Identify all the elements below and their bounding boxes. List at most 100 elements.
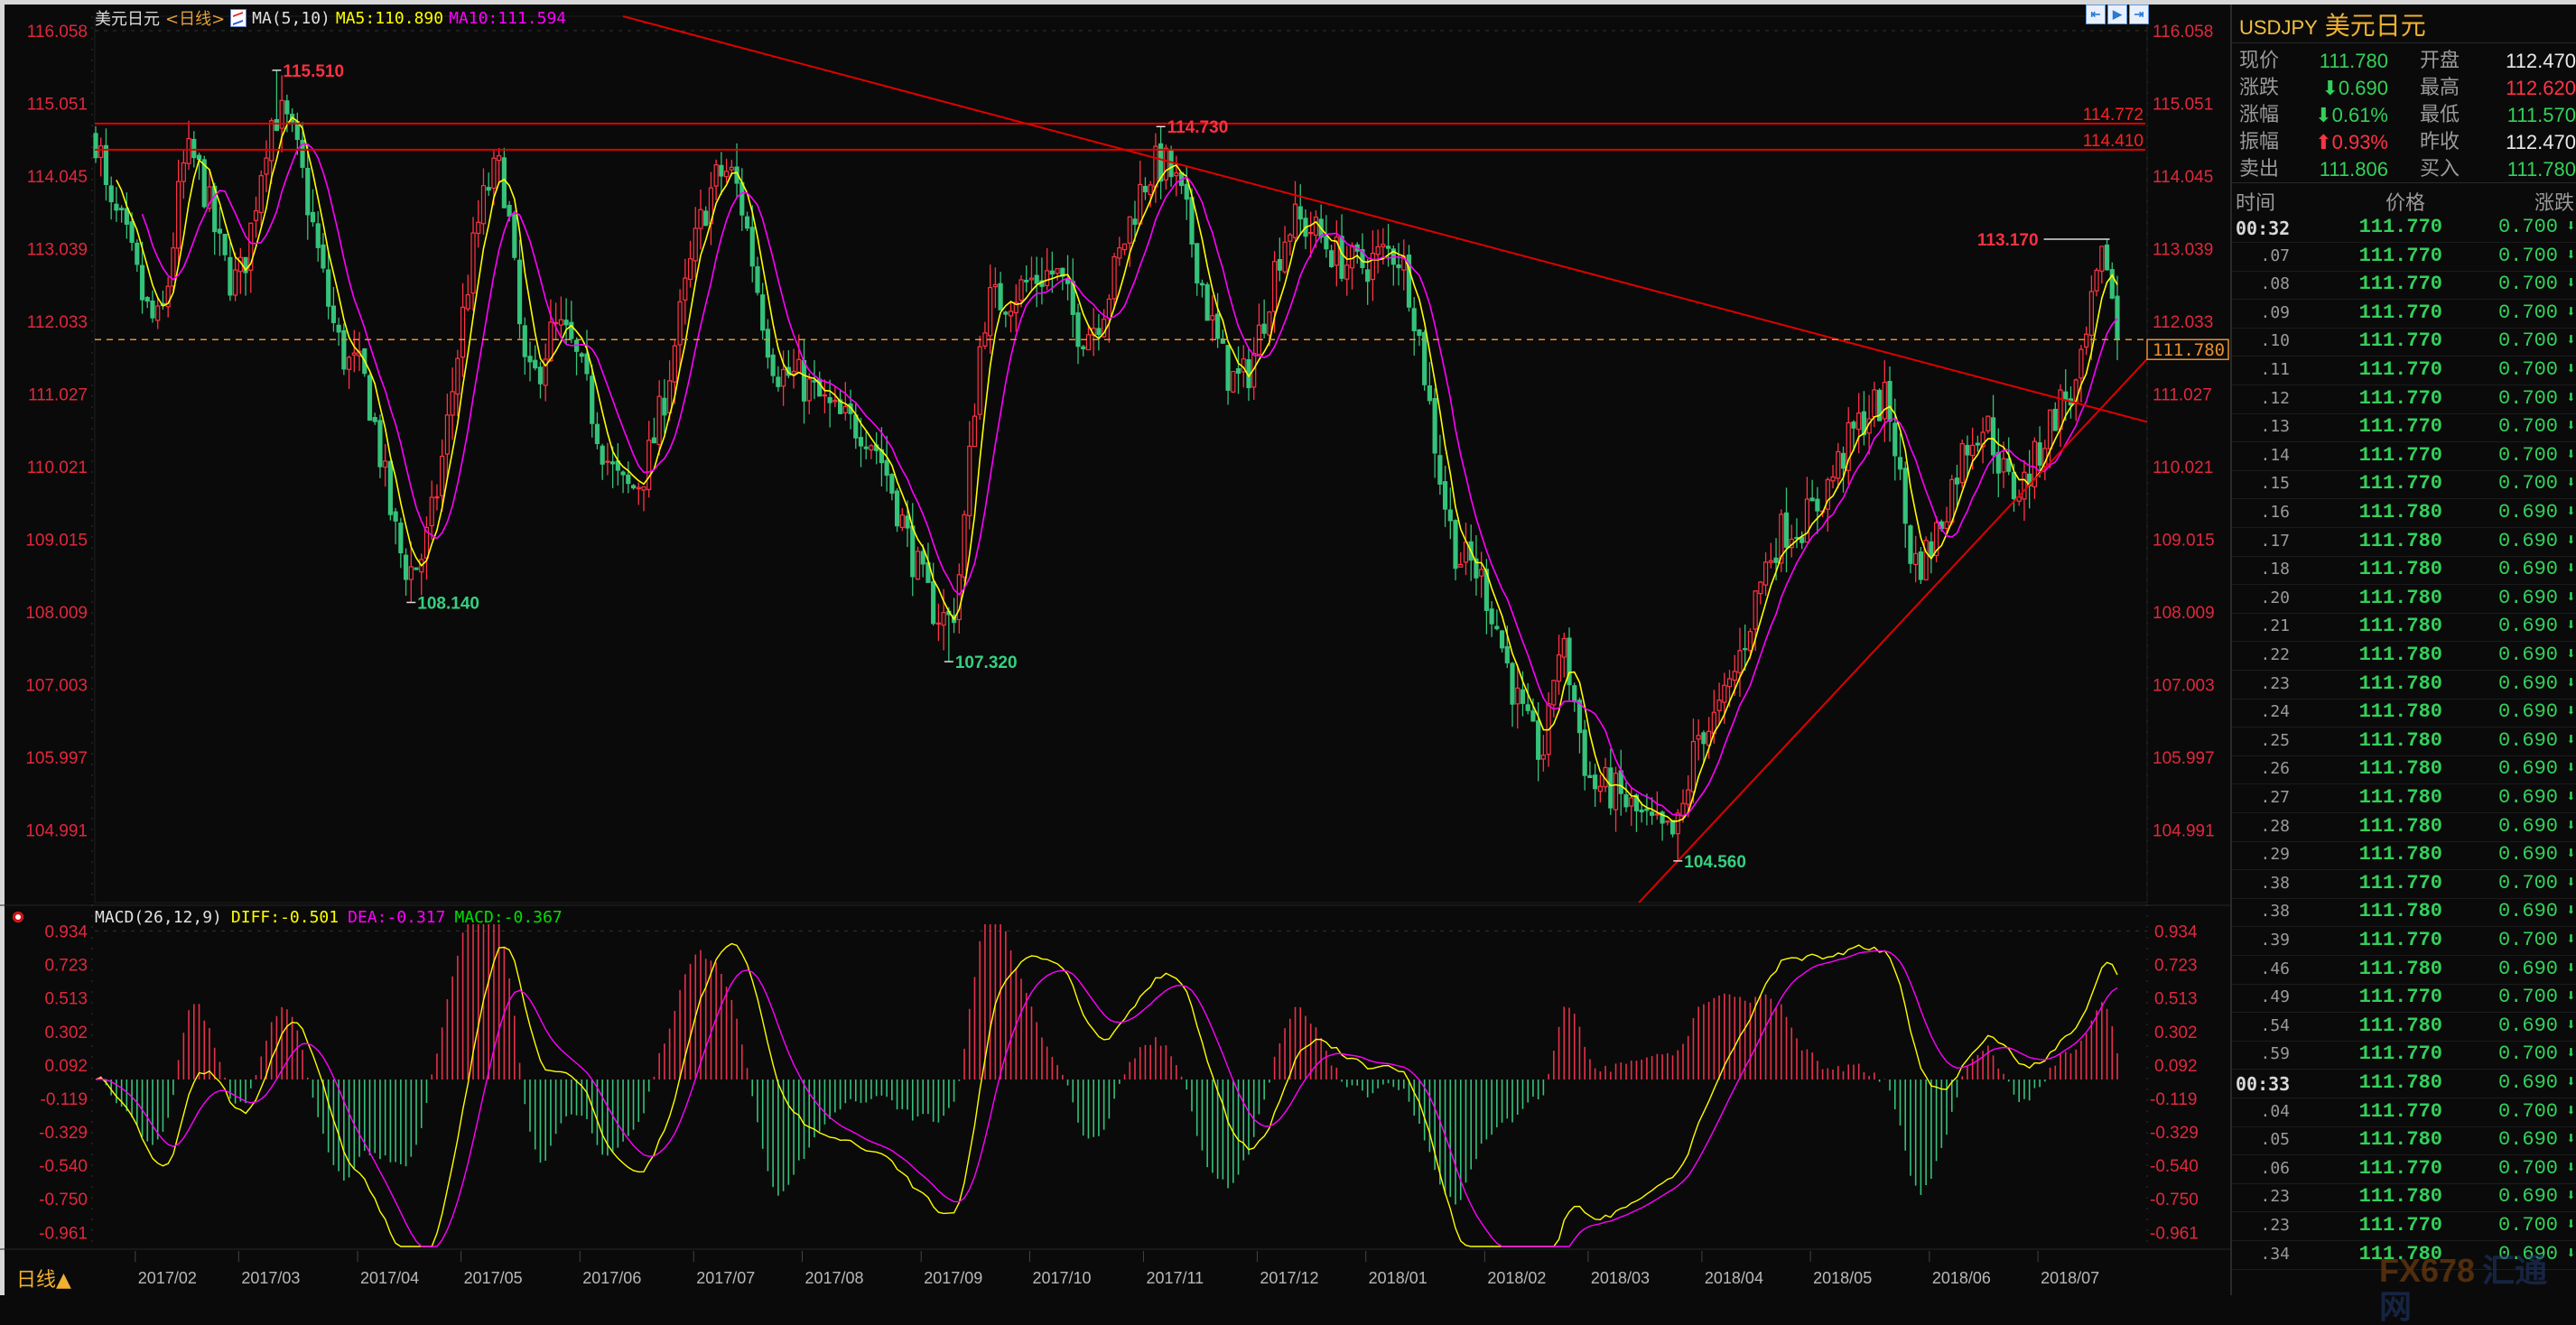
candle-body: [1075, 312, 1081, 347]
candle-body: [1453, 520, 1458, 570]
candle: [1933, 515, 1939, 563]
zoom-left-icon[interactable]: ⇤: [2086, 5, 2106, 24]
tick-change: 0.700: [2497, 244, 2558, 267]
divider: [2232, 42, 2576, 43]
candle-body: [915, 551, 921, 580]
macd-settings-icon[interactable]: [13, 912, 23, 922]
candle: [1929, 532, 1934, 574]
tick-row[interactable]: .18 111.780 0.690 ⬇: [2232, 556, 2576, 586]
period-selector-button[interactable]: 日线▲: [16, 1269, 71, 1292]
kline-chart[interactable]: 116.058 116.058 115.051 115.051 114.045 114.0…: [0, 0, 2230, 1295]
tick-time: .38: [2260, 902, 2290, 922]
tick-row[interactable]: .16 111.780 0.690 ⬇: [2232, 499, 2576, 528]
indicator-chart-icon[interactable]: [230, 9, 247, 27]
tick-row[interactable]: .39 111.770 0.700 ⬇: [2232, 927, 2576, 956]
tick-time: .04: [2260, 1101, 2290, 1121]
candle: [600, 443, 605, 480]
tick-price: 111.780: [2358, 957, 2442, 980]
tick-row[interactable]: .59 111.770 0.700 ⬇: [2232, 1041, 2576, 1070]
tick-row[interactable]: .15 111.770 0.700 ⬇: [2232, 470, 2576, 500]
tick-row[interactable]: 00:33 111.780 0.690 ⬇: [2232, 1070, 2576, 1098]
down-arrow-icon: ⬇: [2566, 1043, 2576, 1063]
tick-row[interactable]: .20 111.780 0.690 ⬇: [2232, 585, 2576, 614]
tick-row[interactable]: .38 111.770 0.700 ⬇: [2232, 870, 2576, 899]
candle: [1328, 245, 1334, 268]
tick-row[interactable]: .25 111.780 0.690 ⬇: [2232, 727, 2576, 756]
tick-row[interactable]: .08 111.770 0.700 ⬇: [2232, 271, 2576, 301]
candle-body: [1344, 264, 1350, 280]
tick-row[interactable]: .22 111.780 0.690 ⬇: [2232, 642, 2576, 671]
tick-row[interactable]: .46 111.780 0.690 ⬇: [2232, 956, 2576, 985]
ma-indicator-label[interactable]: MA(5,10): [252, 8, 330, 28]
candle: [444, 394, 450, 479]
tick-row[interactable]: .28 111.780 0.690 ⬇: [2232, 813, 2576, 842]
candle-body: [330, 305, 337, 323]
quote-value: ⬆0.93%: [2315, 131, 2388, 153]
candle-body: [1045, 270, 1050, 286]
candle-body: [2115, 295, 2120, 340]
tick-row[interactable]: .04 111.770 0.700 ⬇: [2232, 1098, 2576, 1127]
candle: [372, 412, 377, 425]
tick-row[interactable]: .10 111.770 0.700 ⬇: [2232, 328, 2576, 357]
tick-row[interactable]: .21 111.780 0.690 ⬇: [2232, 613, 2576, 643]
tick-row[interactable]: .07 111.770 0.700 ⬇: [2232, 243, 2576, 272]
candle: [248, 222, 254, 293]
tick-row[interactable]: .06 111.770 0.700 ⬇: [2232, 1155, 2576, 1184]
exit-icon[interactable]: ⇥: [2129, 5, 2149, 24]
candle: [419, 553, 424, 596]
tick-row[interactable]: .34 111.780 0.690 ⬇: [2232, 1241, 2576, 1270]
candle: [1489, 600, 1494, 637]
tick-row[interactable]: .17 111.780 0.690 ⬇: [2232, 528, 2576, 557]
tick-row[interactable]: .23 111.770 0.700 ⬇: [2232, 1212, 2576, 1241]
tick-change: 0.690: [2497, 644, 2558, 666]
candle: [315, 211, 321, 262]
macd-histogram: [99, 924, 2118, 1205]
candle-body: [1794, 536, 1799, 540]
candle-body: [905, 515, 910, 529]
tick-row[interactable]: .12 111.770 0.700 ⬇: [2232, 385, 2576, 414]
tick-row[interactable]: .49 111.770 0.700 ⬇: [2232, 984, 2576, 1014]
price-axis-label-left: 115.051: [27, 96, 88, 115]
candle: [346, 355, 352, 389]
tick-time: .17: [2260, 531, 2290, 551]
tick-row[interactable]: .13 111.770 0.700 ⬇: [2232, 413, 2576, 443]
tick-row[interactable]: .23 111.780 0.690 ⬇: [2232, 1183, 2576, 1213]
tick-row[interactable]: .29 111.780 0.690 ⬇: [2232, 841, 2576, 871]
tick-row[interactable]: .27 111.780 0.690 ⬇: [2232, 784, 2576, 813]
candle: [1556, 635, 1562, 695]
candle: [1474, 534, 1479, 596]
play-icon[interactable]: ▶: [2107, 5, 2127, 24]
candle: [1396, 243, 1401, 286]
tick-row[interactable]: 00:32 111.770 0.700 ⬇: [2232, 214, 2576, 243]
tick-row[interactable]: .38 111.780 0.690 ⬇: [2232, 898, 2576, 928]
candle: [1034, 256, 1039, 308]
candle-body: [1882, 381, 1887, 420]
candle: [1111, 253, 1117, 310]
candle-body: [988, 287, 993, 337]
candle: [776, 366, 781, 392]
candle-body: [698, 208, 703, 229]
tick-row[interactable]: .14 111.770 0.700 ⬇: [2232, 442, 2576, 471]
date-axis-label: 2017/09: [924, 1269, 982, 1287]
tick-row[interactable]: .54 111.780 0.690 ⬇: [2232, 1013, 2576, 1042]
tick-row[interactable]: .11 111.770 0.700 ⬇: [2232, 357, 2576, 385]
candle-body: [1479, 569, 1484, 577]
macd-title[interactable]: MACD(26,12,9): [95, 908, 222, 927]
candle-body: [1551, 680, 1557, 706]
candle: [1308, 211, 1314, 258]
candle-body: [2022, 471, 2027, 500]
tick-row[interactable]: .09 111.770 0.700 ⬇: [2232, 300, 2576, 329]
candle-body: [1235, 367, 1242, 375]
tick-row[interactable]: .05 111.780 0.690 ⬇: [2232, 1126, 2576, 1156]
candle: [879, 427, 885, 486]
candle-body: [1288, 234, 1293, 242]
candles: [93, 69, 2120, 861]
candle-body: [1690, 740, 1697, 792]
tick-price: 111.770: [2358, 386, 2442, 410]
candle: [1178, 171, 1185, 195]
tick-row[interactable]: .24 111.780 0.690 ⬇: [2232, 699, 2576, 728]
tick-row[interactable]: .23 111.780 0.690 ⬇: [2232, 671, 2576, 700]
candle: [450, 367, 455, 440]
candle-body: [729, 166, 734, 171]
tick-row[interactable]: .26 111.780 0.690 ⬇: [2232, 755, 2576, 785]
